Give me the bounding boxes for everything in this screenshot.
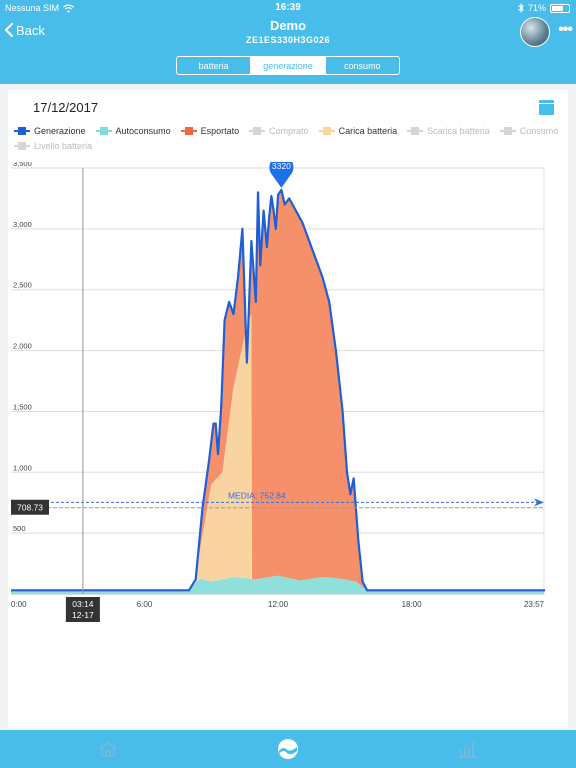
- legend-swatch-icon: [499, 126, 516, 136]
- x-tick-label: 6:00: [137, 600, 153, 609]
- x-tick-label: 12:00: [268, 600, 289, 609]
- area-esportato: [186, 190, 370, 591]
- y-tick-label: 2,000: [13, 342, 32, 351]
- legend-label: Comprato: [269, 126, 309, 136]
- legend-item-generazione[interactable]: Generazione: [14, 126, 86, 136]
- average-label: MEDIA: 752.84: [228, 490, 286, 500]
- calendar-icon[interactable]: [539, 100, 554, 115]
- back-label: Back: [16, 22, 45, 38]
- legend-item-comprato[interactable]: Comprato: [249, 126, 309, 136]
- legend-item-livello-batteria[interactable]: Livello batteria: [14, 141, 92, 151]
- legend-swatch-icon: [318, 126, 335, 136]
- y-tick-label: 3,500: [13, 162, 32, 168]
- peak-marker-icon: [269, 162, 294, 188]
- date-label: 17/12/2017: [33, 100, 99, 115]
- y-tick-label: 2,500: [13, 281, 32, 290]
- legend-swatch-icon: [249, 126, 266, 136]
- legend-label: Generazione: [34, 126, 86, 136]
- crosshair-time-label: 03:14: [72, 599, 94, 609]
- legend-item-consumo[interactable]: Consumo: [499, 126, 559, 136]
- legend-swatch-icon: [95, 126, 112, 136]
- back-button[interactable]: Back: [4, 22, 45, 38]
- segmented-tabs: batteria generazione consumo: [176, 56, 400, 75]
- y-tick-label: 1,500: [13, 402, 32, 411]
- more-icon[interactable]: •••: [558, 21, 573, 38]
- bottom-nav: [0, 730, 576, 768]
- page-title: Demo: [269, 18, 307, 33]
- status-bar: Nessuna SIM 16:39 71%: [0, 0, 576, 16]
- x-tick-label: 0:00: [11, 600, 27, 609]
- chart-card: 17/12/2017 Generazione Autoconsumo Esporta…: [8, 90, 568, 728]
- legend-swatch-icon: [14, 141, 30, 151]
- page-subtitle: ZE1ES330H3G026: [245, 35, 331, 45]
- series-line-generazione: [11, 188, 546, 592]
- legend-swatch-icon: [180, 126, 197, 136]
- legend-label: Carica batteria: [338, 126, 398, 136]
- legend-label: Esportato: [200, 126, 240, 136]
- x-tick-label: 23:57: [524, 600, 545, 609]
- crosshair-time-badge: [65, 597, 100, 622]
- battery-percent: 71%: [527, 3, 546, 13]
- peak-marker-label: 3320: [272, 162, 291, 171]
- chart-legend: Generazione Autoconsumo Esportato Comprato C…: [14, 126, 566, 151]
- tab-generazione[interactable]: generazione: [251, 57, 326, 74]
- y-tick-label: 500: [13, 524, 26, 533]
- generation-chart[interactable]: 500 1,000 1,500 2,000 2,500 3,000 3,500 MEDIA: …: [8, 162, 568, 702]
- status-time: 16:39: [275, 2, 301, 13]
- crosshair-value-badge: [11, 499, 49, 515]
- home-icon[interactable]: [96, 737, 120, 761]
- legend-swatch-icon: [14, 126, 30, 136]
- legend-item-esportato[interactable]: Esportato: [180, 126, 240, 136]
- y-tick-label: 1,000: [13, 463, 32, 472]
- tab-batteria[interactable]: batteria: [177, 57, 252, 74]
- carrier-label: Nessuna SIM: [5, 3, 60, 13]
- chevron-left-icon: [4, 22, 14, 38]
- legend-label: Consumo: [519, 126, 559, 136]
- tab-consumo[interactable]: consumo: [344, 60, 381, 71]
- area-autoconsumo: [11, 575, 544, 594]
- crosshair-date-label: 12-17: [72, 610, 94, 620]
- legend-label: Autoconsumo: [115, 126, 171, 136]
- average-arrow-icon: [534, 498, 544, 507]
- legend-item-autoconsumo[interactable]: Autoconsumo: [95, 126, 171, 136]
- app-header: Nessuna SIM 16:39 71% Back Demo ZE1ES330…: [0, 0, 576, 84]
- battery-icon: [550, 3, 570, 13]
- legend-item-carica-batteria[interactable]: Carica batteria: [318, 126, 398, 136]
- legend-label: Scarica batteria: [427, 126, 490, 136]
- generation-icon[interactable]: [276, 737, 300, 761]
- legend-label: Livello batteria: [34, 141, 93, 151]
- x-tick-label: 18:00: [402, 600, 423, 609]
- area-carica-batteria: [193, 314, 252, 588]
- bar-chart-icon[interactable]: [456, 737, 480, 761]
- bluetooth-icon: [518, 3, 524, 13]
- wifi-icon: [63, 3, 74, 13]
- legend-swatch-icon: [407, 126, 424, 136]
- avatar[interactable]: [520, 17, 550, 47]
- y-tick-label: 3,000: [13, 220, 32, 229]
- crosshair-value-label: 708.73: [17, 503, 43, 513]
- legend-item-scarica-batteria[interactable]: Scarica batteria: [407, 126, 490, 136]
